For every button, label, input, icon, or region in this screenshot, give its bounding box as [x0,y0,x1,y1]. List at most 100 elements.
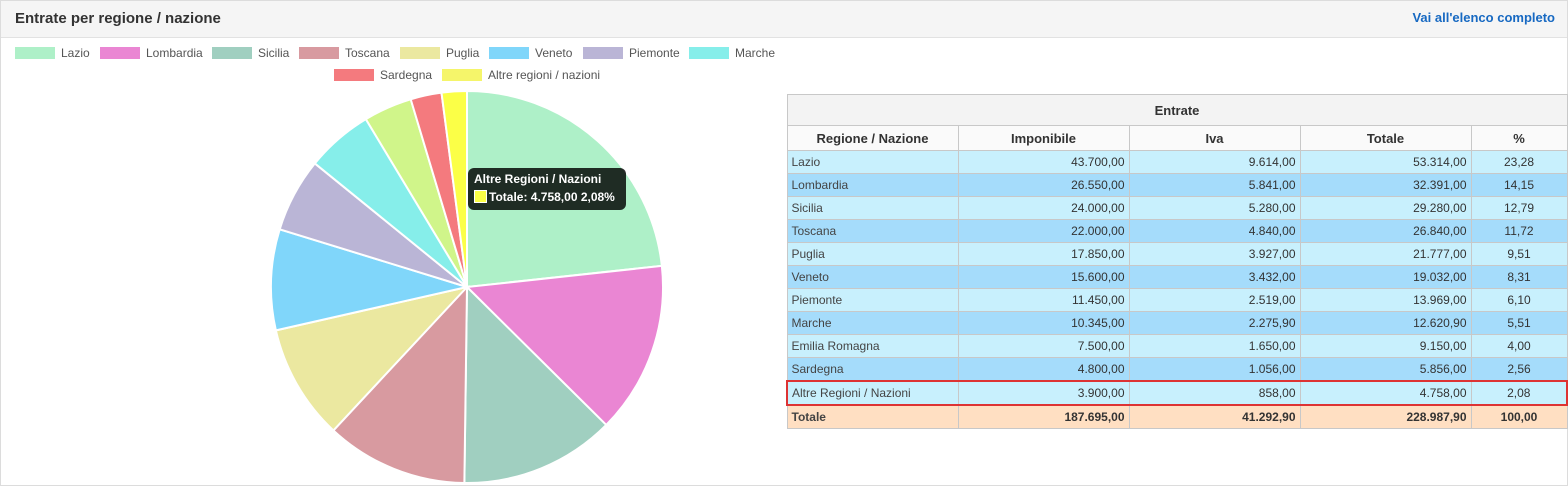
pie-chart [270,89,664,484]
table-cell: 17.850,00 [957,242,1130,266]
column-header: % [1470,125,1568,151]
table-cell: 5.841,00 [1128,173,1301,197]
pie-slice-puglia[interactable] [274,285,470,432]
table-cell: 1.650,00 [1128,334,1301,358]
table-cell: 6,10 [1470,288,1568,312]
panel-title: Entrate per regione / nazione [15,10,221,27]
pie-slice-veneto[interactable] [270,228,471,332]
table-cell: Sicilia [786,196,959,220]
table-cell: 12.620,90 [1299,311,1472,335]
legend-item-sicilia[interactable]: Sicilia [212,45,289,60]
legend-swatch [489,46,529,59]
table-cell: 53.314,00 [1299,150,1472,174]
legend-item-marche[interactable]: Marche [689,45,775,60]
column-header: Imponibile [957,125,1130,151]
table-cell: 22.000,00 [957,219,1130,243]
legend-item-veneto[interactable]: Veneto [489,45,572,60]
table-cell: 858,00 [1128,380,1301,406]
table-row: Emilia Romagna 7.500,00 1.650,00 9.150,00 4,… [786,334,1568,358]
table-cell: 29.280,00 [1299,196,1472,220]
table-cell: 3.900,00 [957,380,1130,406]
table-cell: 9.150,00 [1299,334,1472,358]
table-cell: 26.550,00 [957,173,1130,197]
table-cell: 9,51 [1470,242,1568,266]
pie-slice-lombardia[interactable] [464,264,664,427]
legend-item-toscana[interactable]: Toscana [299,45,390,60]
chart-legend: Lazio Lombardia Sicilia Toscana Puglia V… [0,40,785,84]
table-cell: 4.800,00 [957,357,1130,382]
legend-item-altre[interactable]: Altre regioni / nazioni [442,67,600,82]
legend-swatch [442,68,482,81]
table-cell: Marche [786,311,959,335]
table-cell: 4.840,00 [1128,219,1301,243]
view-full-list-link[interactable]: Vai all'elenco completo [1412,10,1555,25]
table-cell: 11,72 [1470,219,1568,243]
table-cell: 26.840,00 [1299,219,1472,243]
table-cell: 8,31 [1470,265,1568,289]
legend-swatch [212,46,252,59]
table-cell: 23,28 [1470,150,1568,174]
table-cell: 4,00 [1470,334,1568,358]
table-total-row: Totale 187.695,00 41.292,90 228.987,90 100,0… [786,404,1568,429]
table-cell: 14,15 [1470,173,1568,197]
table-cell: 7.500,00 [957,334,1130,358]
table-cell: Veneto [786,265,959,289]
pie-slice-toscana[interactable] [331,284,469,484]
table-row: Puglia 17.850,00 3.927,00 21.777,00 9,51 [786,242,1568,266]
table-row: Lazio 43.700,00 9.614,00 53.314,00 23,28 [786,150,1568,174]
legend-swatch [299,46,339,59]
table-cell: 187.695,00 [957,404,1130,429]
legend-swatch [400,46,440,59]
table-row: Toscana 22.000,00 4.840,00 26.840,00 11,72 [786,219,1568,243]
table-cell: 21.777,00 [1299,242,1472,266]
table-row: Altre Regioni / Nazioni 3.900,00 858,00 4.7… [786,380,1568,406]
table-cell: Lazio [786,150,959,174]
table-row: Veneto 15.600,00 3.432,00 19.032,00 8,31 [786,265,1568,289]
table-cell: 5,51 [1470,311,1568,335]
table-cell: 2,56 [1470,357,1568,382]
table-cell: Piemonte [786,288,959,312]
table-row: Lombardia 26.550,00 5.841,00 32.391,00 14,15 [786,173,1568,197]
table-cell: 4.758,00 [1299,380,1472,406]
legend-item-lombardia[interactable]: Lombardia [100,45,203,60]
chart-tooltip: Altre Regioni / Nazioni Totale: 4.758,00… [468,168,626,210]
table-cell: 41.292,90 [1128,404,1301,429]
table-cell: 32.391,00 [1299,173,1472,197]
legend-swatch [689,46,729,59]
legend-item-lazio[interactable]: Lazio [15,45,90,60]
table-cell: 12,79 [1470,196,1568,220]
tooltip-title: Altre Regioni / Nazioni [474,172,602,186]
table-cell: Toscana [786,219,959,243]
table-cell: Lombardia [786,173,959,197]
table-cell: 3.432,00 [1128,265,1301,289]
table-cell: 1.056,00 [1128,357,1301,382]
table-cell: Emilia Romagna [786,334,959,358]
table-cell: 5.280,00 [1128,196,1301,220]
table-cell: 2,08 [1470,380,1568,406]
table-cell: 43.700,00 [957,150,1130,174]
table-cell: Totale [786,404,959,429]
legend-swatch [100,46,140,59]
table-row: Piemonte 11.450,00 2.519,00 13.969,00 6,10 [786,288,1568,312]
column-header: Iva [1128,125,1301,151]
legend-swatch [15,46,55,59]
table-row: Sardegna 4.800,00 1.056,00 5.856,00 2,56 [786,357,1568,382]
pie-slice-altre-regioni-nazioni[interactable] [440,89,468,288]
legend-swatch [583,46,623,59]
table-row: Sicilia 24.000,00 5.280,00 29.280,00 12,79 [786,196,1568,220]
legend-item-puglia[interactable]: Puglia [400,45,479,60]
table-cell: 13.969,00 [1299,288,1472,312]
tooltip-text: Totale: 4.758,00 2,08% [489,190,615,204]
table-cell: 2.275,90 [1128,311,1301,335]
table-cell: 5.856,00 [1299,357,1472,382]
column-header: Regione / Nazione [786,125,959,151]
table-row: Marche 10.345,00 2.275,90 12.620,90 5,51 [786,311,1568,335]
tooltip-swatch [474,190,487,203]
legend-item-piemonte[interactable]: Piemonte [583,45,680,60]
pie-slice-sicilia[interactable] [463,284,608,484]
table-cell: 9.614,00 [1128,150,1301,174]
table-cell: 10.345,00 [957,311,1130,335]
legend-item-sardegna[interactable]: Sardegna [334,67,432,82]
table-cell: Altre Regioni / Nazioni [786,380,959,406]
panel-header: Entrate per regione / nazione Vai all'el… [1,1,1567,38]
